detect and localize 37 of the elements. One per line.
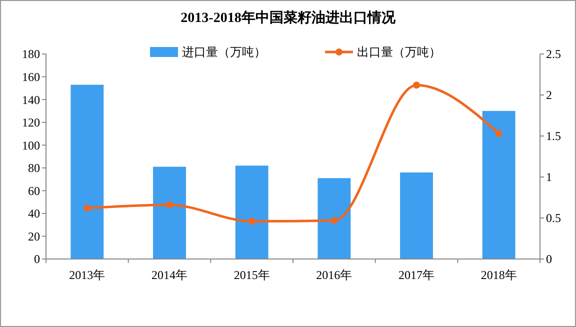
y-tick-label: 80 [28, 161, 40, 176]
legend-label: 出口量（万吨） [357, 45, 441, 60]
x-tick-label: 2017年 [398, 268, 434, 282]
y2-tick-label: 2 [546, 88, 552, 102]
point [248, 218, 256, 225]
y2-tick-label: 1 [546, 170, 552, 184]
y-tick-label: 180 [22, 47, 40, 62]
y-tick-label: 120 [22, 116, 40, 130]
y-tick-label: 40 [28, 206, 40, 221]
x-tick-label: 2018年 [480, 268, 517, 282]
y-tick-label: 60 [28, 184, 40, 198]
y-tick-label: 140 [22, 92, 40, 107]
x-tick-label: 2016年 [316, 268, 352, 282]
chart-title: 2013-2018年中国菜籽油进出口情况 [180, 10, 396, 26]
y-tick-label: 20 [28, 229, 40, 244]
point [84, 204, 91, 212]
x-tick-label: 2015年 [234, 268, 270, 282]
bar [70, 84, 104, 259]
point [495, 130, 502, 138]
y2-tick-label: 0 [546, 252, 552, 266]
bar [153, 166, 186, 259]
y-tick-label: 100 [22, 138, 40, 152]
legend-label: 进口量（万吨） [182, 45, 266, 60]
y2-tick-label: 1.5 [546, 129, 561, 144]
bar [400, 172, 433, 259]
y2-tick-label: 2.5 [546, 47, 561, 62]
point [413, 82, 420, 89]
point [330, 216, 338, 224]
bar [318, 178, 351, 259]
bar [235, 166, 268, 259]
point [166, 201, 173, 208]
y-tick-label: 160 [22, 70, 40, 84]
x-tick-label: 2013年 [69, 268, 106, 282]
y-tick-label: 0 [34, 252, 40, 266]
x-tick-label: 2014年 [152, 268, 188, 282]
y2-tick-label: 0.5 [546, 211, 561, 226]
bar [482, 110, 516, 259]
